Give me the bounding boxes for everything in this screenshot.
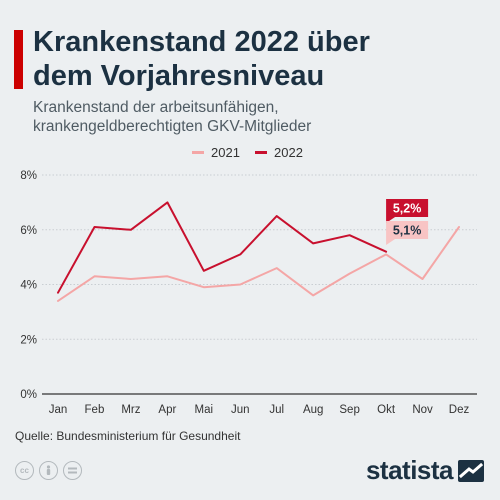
x-tick-label: Sep <box>339 404 359 416</box>
y-tick-label: 6% <box>20 225 37 237</box>
brand-name: statista <box>365 455 454 485</box>
x-tick-label: Dez <box>449 404 470 416</box>
subtitle-line-2: krankengeldberechtigten GKV-Mitglieder <box>33 118 312 135</box>
page-subtitle: Krankenstand der arbeitsunfähigen, krank… <box>33 98 483 136</box>
legend-label-2022: 2022 <box>274 145 303 160</box>
y-tick-label: 8% <box>20 170 37 182</box>
statista-mark-icon <box>458 459 484 482</box>
x-tick-label: Okt <box>377 404 396 416</box>
annotation-box-2021 <box>386 221 429 239</box>
title-line-2: dem Vorjahresniveau <box>33 60 325 92</box>
x-tick-label: Jan <box>49 404 68 416</box>
legend-swatch-2021 <box>192 151 204 154</box>
x-tick-label: Jun <box>231 404 250 416</box>
y-tick-label: 2% <box>20 334 37 346</box>
x-tick-label: Aug <box>303 404 323 416</box>
subtitle-line-1: Krankenstand der arbeitsunfähigen, <box>33 99 279 116</box>
license-icons: cc <box>15 461 82 480</box>
legend-item-2021: 2021 <box>192 145 240 160</box>
title-line-1: Krankenstand 2022 über <box>33 26 370 58</box>
x-tick-label: Nov <box>412 404 433 416</box>
annotation-label-2022: 5,2% <box>393 202 422 216</box>
annotation-box-2022 <box>386 199 429 217</box>
x-tick-label: Jul <box>269 404 284 416</box>
chart-legend: 2021 2022 <box>0 145 500 165</box>
source-note: Quelle: Bundesministerium für Gesundheit <box>15 429 241 443</box>
series-line-2022 <box>57 201 388 294</box>
statista-logo[interactable]: statista <box>366 455 484 486</box>
legend-label-2021: 2021 <box>211 145 240 160</box>
x-tick-label: Apr <box>158 404 176 416</box>
cc-icon[interactable]: cc <box>15 461 34 480</box>
page-title: Krankenstand 2022 über dem Vorjahresnive… <box>33 25 483 93</box>
x-tick-label: Mrz <box>121 404 140 416</box>
annotation-label-2021: 5,1% <box>393 224 422 238</box>
person-icon[interactable] <box>39 461 58 480</box>
y-tick-label: 0% <box>20 389 37 401</box>
y-tick-label: 4% <box>20 280 37 292</box>
annotation-pointer-2021 <box>386 239 396 245</box>
x-tick-label: Mai <box>195 404 214 416</box>
title-accent-bar <box>14 30 23 89</box>
equals-icon[interactable] <box>63 461 82 480</box>
series-line-2021 <box>57 226 460 302</box>
legend-swatch-2022 <box>255 151 267 154</box>
legend-item-2022: 2022 <box>255 145 303 160</box>
x-tick-label: Feb <box>85 404 105 416</box>
